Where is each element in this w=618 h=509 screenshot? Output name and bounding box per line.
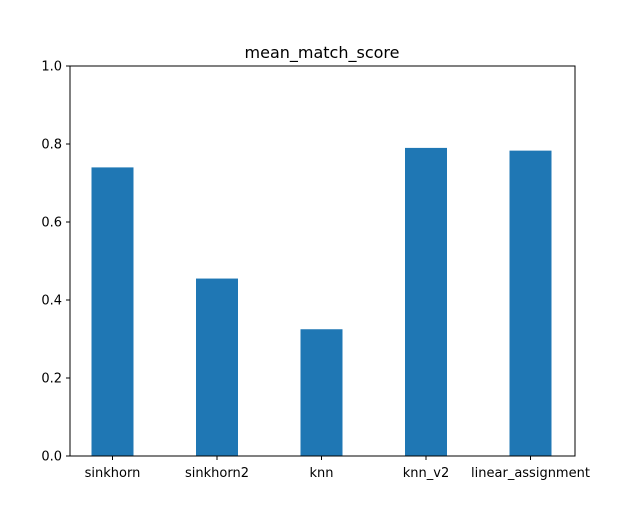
bar-sinkhorn2 xyxy=(196,278,238,456)
bar-knn-v2 xyxy=(405,147,447,456)
bar-knn xyxy=(300,329,343,456)
y-tick-label: 0.6 xyxy=(41,216,62,231)
bar-sinkhorn xyxy=(91,167,134,456)
bars-layer xyxy=(91,147,552,456)
x-axis: sinkhorn sinkhorn2 knn knn_v2 linear_assignm… xyxy=(85,456,590,481)
y-tick-label: 1.0 xyxy=(41,60,62,75)
x-tick-label: sinkhorn2 xyxy=(185,466,249,481)
y-tick-label: 0.2 xyxy=(41,372,62,387)
y-tick-label: 0.4 xyxy=(41,294,62,309)
bar-linear-assignment xyxy=(509,150,552,456)
x-tick-label: sinkhorn xyxy=(85,466,141,481)
y-axis: 0.0 0.2 0.4 0.6 0.8 1.0 xyxy=(41,60,70,465)
chart-title: mean_match_score xyxy=(245,43,400,63)
x-tick-label: linear_assignment xyxy=(471,466,590,481)
x-tick-label: knn xyxy=(309,466,333,481)
y-tick-label: 0.0 xyxy=(41,450,62,465)
plot-frame xyxy=(69,65,576,457)
x-tick-label: knn_v2 xyxy=(403,466,449,481)
y-tick-label: 0.8 xyxy=(41,138,62,153)
